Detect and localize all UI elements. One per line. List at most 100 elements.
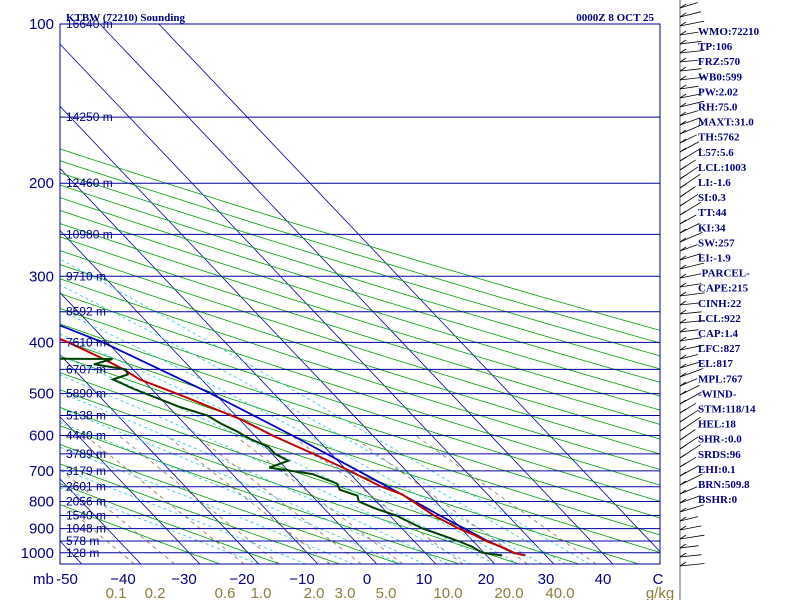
index-label: MPL:767 <box>698 373 743 385</box>
index-label: CAP:1.4 <box>698 328 739 340</box>
index-label: MAXT:31.0 <box>698 117 754 129</box>
wind-barb-flag <box>679 453 687 459</box>
height-label: 6707 m <box>66 362 106 376</box>
mixing-ratio-line <box>166 435 331 564</box>
moist-adiabat-line <box>60 284 566 564</box>
wind-barb-flag <box>679 417 687 423</box>
wind-barb <box>679 329 699 333</box>
wind-barb-flag <box>679 138 687 144</box>
wind-barb-flag <box>679 30 687 36</box>
wind-barb <box>679 68 702 72</box>
isotherm-line <box>60 354 260 564</box>
wind-barb-flag <box>679 480 687 486</box>
isotherm-line <box>99 24 614 564</box>
index-label: LI:-1.6 <box>698 177 731 189</box>
wind-barb-flag <box>679 183 687 189</box>
wind-barb-flag <box>679 381 687 387</box>
wind-barb <box>679 554 702 558</box>
chart-title-left: KTBW (72210) Sounding <box>66 12 186 24</box>
height-label: 8592 m <box>66 305 106 319</box>
wind-barb <box>679 231 703 243</box>
index-label: -PARCEL- <box>698 268 750 280</box>
wind-barb <box>679 361 701 369</box>
wind-barb-flag <box>679 156 687 162</box>
pressure-tick-label: 100 <box>29 16 54 33</box>
pressure-unit-label: mb <box>33 571 54 588</box>
dry-adiabat-line <box>60 308 660 502</box>
temperature-tick-label: -50 <box>56 571 78 588</box>
wind-barb <box>679 110 699 117</box>
wind-barb <box>679 545 699 549</box>
dry-adiabat-line <box>60 339 660 536</box>
wind-barb <box>679 253 701 261</box>
height-label: 5138 m <box>66 409 106 423</box>
height-label: 9710 m <box>66 269 106 283</box>
dry-adiabat-line <box>60 184 660 370</box>
wind-barb <box>679 117 701 126</box>
chart-title-right: 0000Z 8 OCT 25 <box>576 12 654 24</box>
index-label: -WIND- <box>698 388 737 400</box>
wind-barb <box>679 223 700 234</box>
wind-barb-flag <box>679 426 687 432</box>
wind-barb-flag <box>679 462 687 468</box>
wind-barb-flag <box>679 543 687 549</box>
isotherm-line <box>60 43 555 564</box>
wind-barb-flag <box>679 12 687 18</box>
moist-adiabat-line <box>60 487 259 564</box>
wind-barb-flag <box>679 57 687 63</box>
wind-barb-flag <box>679 498 687 504</box>
wind-barb-flag <box>679 39 687 45</box>
wind-barb-flag <box>679 93 687 99</box>
moist-adiabat-line <box>60 374 472 564</box>
height-label: 128 m <box>66 546 99 560</box>
pressure-tick-label: 700 <box>29 463 54 480</box>
dry-adiabat-line <box>60 483 280 564</box>
height-label: 5890 m <box>66 387 106 401</box>
parcel-trace <box>60 324 515 554</box>
pressure-tick-label: 1000 <box>21 545 54 562</box>
wind-barb <box>679 486 698 495</box>
index-label: TP:106 <box>698 41 733 53</box>
height-label: 12460 m <box>66 176 113 190</box>
temperature-tick-label: −40 <box>110 571 135 588</box>
wind-barb-flag <box>679 327 687 333</box>
wind-barb-flag <box>679 246 687 252</box>
index-label: WB0:599 <box>698 71 743 83</box>
moist-adiabat-line <box>60 309 543 564</box>
temperature-tick-label: 30 <box>538 571 555 588</box>
dry-adiabat-line <box>60 264 660 455</box>
mixing-ratio-line <box>60 501 135 564</box>
wind-barb <box>679 40 702 45</box>
dry-adiabat-line <box>60 407 520 564</box>
mixing-ratio-line <box>195 435 362 564</box>
isobar-lines <box>59 23 661 565</box>
wind-barb <box>679 31 699 36</box>
moist-adiabat-line <box>60 468 307 564</box>
moist-adiabat-line <box>60 422 401 564</box>
isotherm-line <box>60 416 201 564</box>
wind-barb-flag <box>679 111 687 117</box>
wind-barb-flag <box>679 273 687 279</box>
index-label: EI:-1.9 <box>698 253 731 265</box>
wind-barb-flag <box>679 192 687 198</box>
plot-frame <box>59 23 661 565</box>
wind-barb <box>679 244 698 252</box>
temperature-tick-label: 20 <box>478 571 495 588</box>
pressure-tick-label: 300 <box>29 268 54 285</box>
wind-barb-flag <box>679 237 687 243</box>
dry-adiabat-line <box>60 223 660 411</box>
dry-adiabat-line <box>60 504 221 564</box>
temperature-tick-label: C <box>653 571 664 588</box>
mixing-ratio-tick-label: 3.0 <box>335 585 356 600</box>
wind-barb <box>679 292 705 297</box>
dry-adiabat-line <box>60 463 340 564</box>
wind-barb-flag <box>679 354 687 360</box>
wind-barb-flag <box>679 390 687 396</box>
index-label: SRDS:96 <box>698 449 741 461</box>
index-label: CAPE:215 <box>698 283 749 295</box>
index-label: SI:0.3 <box>698 192 726 204</box>
wind-barb <box>679 76 705 81</box>
wind-barb-flag <box>679 75 687 81</box>
wind-barb-flag <box>679 444 687 450</box>
wind-barb <box>679 302 699 306</box>
